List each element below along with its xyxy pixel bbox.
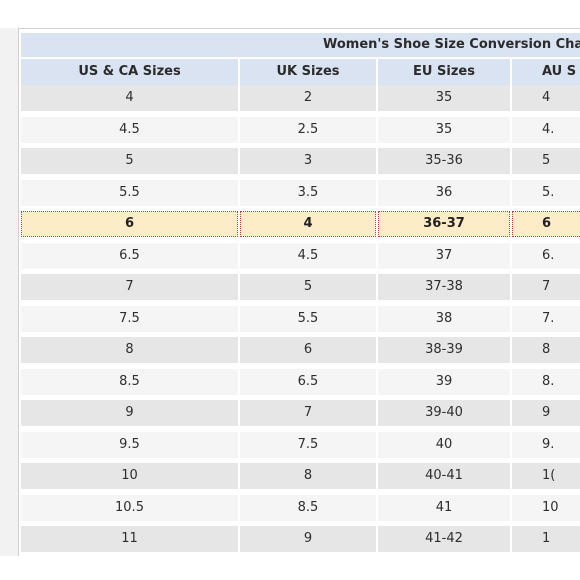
uk-size-cell: 4	[240, 211, 376, 237]
uk-size-cell: 7	[240, 400, 376, 426]
au-size-cell: 10	[512, 494, 580, 521]
uk-size-cell: 8.5	[240, 494, 376, 521]
uk-size-cell: 2.5	[240, 116, 376, 143]
au-size-cell: 5	[512, 148, 580, 174]
au-size-cell: 4	[512, 85, 580, 111]
us-ca-size-cell: 8	[21, 337, 238, 363]
uk-size-cell: 9	[240, 526, 376, 552]
top-margin	[0, 0, 580, 28]
eu-size-cell: 38	[378, 305, 510, 332]
au-size-cell: 6.	[512, 242, 580, 269]
eu-size-cell: 37	[378, 242, 510, 269]
au-size-cell: 9	[512, 400, 580, 426]
eu-size-cell: 40-41	[378, 463, 510, 489]
us-ca-size-cell: 11	[21, 526, 238, 552]
eu-size-cell: 35	[378, 116, 510, 143]
au-size-cell: 9.	[512, 431, 580, 458]
us-ca-size-cell: 10	[21, 463, 238, 489]
eu-size-cell: 40	[378, 431, 510, 458]
uk-size-cell: 6.5	[240, 368, 376, 395]
eu-size-cell: 36	[378, 179, 510, 206]
au-size-cell: 8	[512, 337, 580, 363]
eu-size-cell: 35-36	[378, 148, 510, 174]
au-size-cell: 8.	[512, 368, 580, 395]
au-size-cell: 5.	[512, 179, 580, 206]
us-ca-size-cell: 4.5	[21, 116, 238, 143]
us-ca-size-cell: 8.5	[21, 368, 238, 395]
uk-size-cell: 5.5	[240, 305, 376, 332]
eu-size-cell: 41	[378, 494, 510, 521]
eu-size-cell: 41-42	[378, 526, 510, 552]
uk-size-cell: 3.5	[240, 179, 376, 206]
eu-size-cell: 38-39	[378, 337, 510, 363]
au-size-cell: 6	[512, 211, 580, 237]
eu-size-cell: 36-37	[378, 211, 510, 237]
eu-size-cell: 39	[378, 368, 510, 395]
us-ca-size-cell: 6	[21, 211, 238, 237]
uk-size-cell: 7.5	[240, 431, 376, 458]
eu-size-cell: 35	[378, 85, 510, 111]
table-title: Women's Shoe Size Conversion Chart	[323, 37, 580, 52]
left-gutter	[0, 28, 20, 556]
uk-size-cell: 5	[240, 274, 376, 300]
eu-size-cell: 39-40	[378, 400, 510, 426]
us-ca-size-cell: 7	[21, 274, 238, 300]
us-ca-size-cell: 9	[21, 400, 238, 426]
au-size-cell: 4.	[512, 116, 580, 143]
au-size-cell: 1(	[512, 463, 580, 489]
uk-size-cell: 8	[240, 463, 376, 489]
header-au: AU S	[512, 59, 580, 85]
header-uk: UK Sizes	[240, 59, 376, 85]
header-us-ca: US & CA Sizes	[21, 59, 238, 85]
uk-size-cell: 6	[240, 337, 376, 363]
au-size-cell: 7	[512, 274, 580, 300]
header-eu: EU Sizes	[378, 59, 510, 85]
us-ca-size-cell: 10.5	[21, 494, 238, 521]
us-ca-size-cell: 9.5	[21, 431, 238, 458]
table-title-row: Women's Shoe Size Conversion Chart	[21, 33, 580, 57]
us-ca-size-cell: 5.5	[21, 179, 238, 206]
us-ca-size-cell: 5	[21, 148, 238, 174]
uk-size-cell: 4.5	[240, 242, 376, 269]
us-ca-size-cell: 4	[21, 85, 238, 111]
au-size-cell: 7.	[512, 305, 580, 332]
us-ca-size-cell: 7.5	[21, 305, 238, 332]
uk-size-cell: 2	[240, 85, 376, 111]
au-size-cell: 1	[512, 526, 580, 552]
uk-size-cell: 3	[240, 148, 376, 174]
eu-size-cell: 37-38	[378, 274, 510, 300]
bottom-margin	[0, 556, 580, 580]
us-ca-size-cell: 6.5	[21, 242, 238, 269]
